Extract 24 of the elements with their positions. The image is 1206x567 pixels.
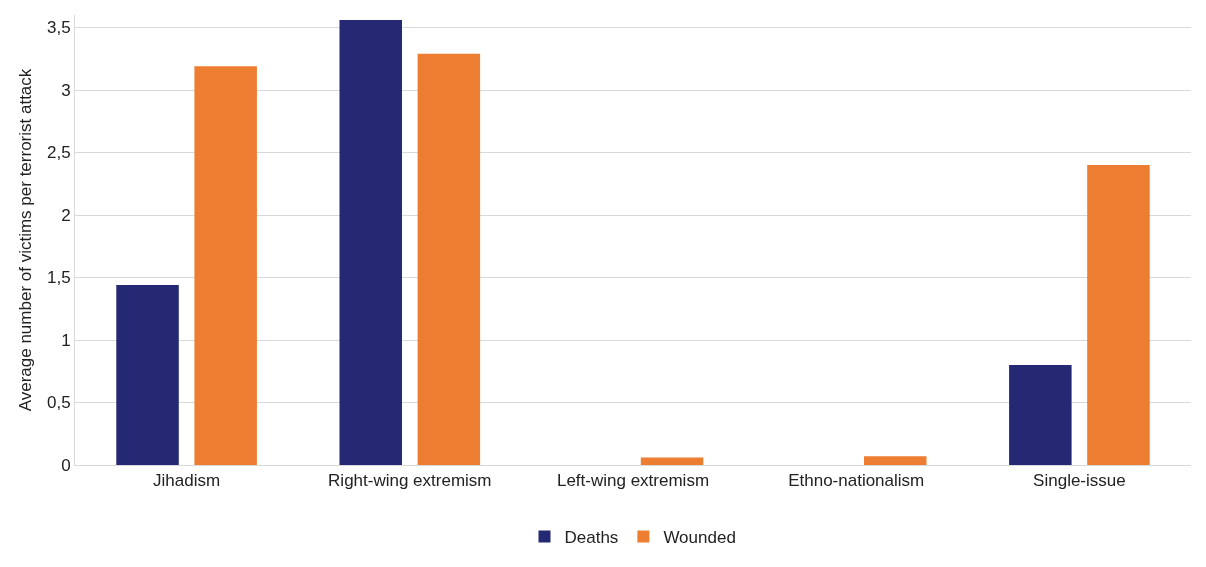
y-axis-title: Average number of victims per terrorist attack — [16, 68, 35, 412]
y-tick-label: 2,5 — [46, 143, 71, 163]
bar — [1009, 365, 1072, 465]
y-tick-label: 0,5 — [46, 393, 71, 413]
y-tick-label: 3 — [61, 80, 71, 100]
y-tick-label: 2 — [61, 205, 71, 225]
bar — [640, 457, 704, 465]
x-tick-label: Right-wing extremism — [328, 471, 492, 491]
y-tick-label: 1,5 — [46, 268, 71, 288]
y-tick-label: 3,5 — [46, 18, 71, 38]
x-tick-label: Left-wing extremism — [556, 471, 710, 491]
bar — [1087, 165, 1150, 465]
bar — [417, 53, 481, 465]
y-tick-label: 1 — [61, 330, 71, 350]
bar — [194, 66, 257, 465]
x-tick-label: Ethno-nationalism — [788, 471, 925, 491]
bar — [864, 456, 927, 465]
x-tick-label: Single-issue — [1033, 471, 1126, 491]
bar — [339, 20, 402, 465]
y-tick-label: 0 — [61, 455, 71, 475]
x-tick-label: Jihadism — [153, 471, 221, 491]
bar — [116, 285, 179, 465]
legend-label: Deaths — [564, 528, 619, 548]
legend-label: Wounded — [663, 528, 736, 548]
